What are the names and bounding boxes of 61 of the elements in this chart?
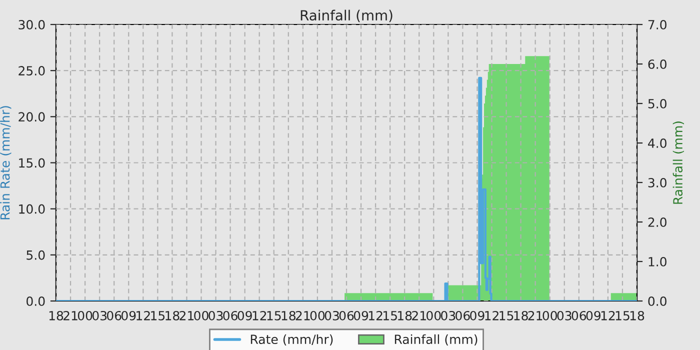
x-tick-label: 03 [92, 310, 107, 320]
x-tick-label: 06 [223, 310, 238, 320]
x-tick-label: 21 [528, 310, 542, 320]
x-tick-label: 12 [136, 310, 150, 320]
y2-tick-label: 0.0 [648, 296, 666, 306]
x-tick-label: 12 [485, 310, 498, 320]
x-tick-label: 03 [324, 310, 339, 320]
x-tick-label: 21 [412, 310, 426, 320]
x-tick-label: 06 [456, 310, 470, 320]
x-tick-label: 00 [78, 310, 92, 320]
x-tick-label: 03 [441, 310, 456, 320]
x-tick-label: 18 [398, 310, 412, 320]
y-tick-label: 30.0 [18, 20, 45, 30]
x-tick-label: 21 [296, 310, 310, 320]
x-tick-label: 15 [616, 311, 630, 320]
y-tick-label: 5.0 [26, 250, 45, 260]
x-tick-label: 09 [121, 310, 136, 320]
x-tick-label: 09 [354, 310, 368, 320]
y2-axis-title: Rainfall (mm) [672, 122, 684, 204]
y2-tick-label: 3.0 [648, 178, 666, 188]
x-tick-label: 06 [339, 310, 354, 320]
y-tick-label: 15.0 [19, 158, 45, 168]
x-tick-label: 00 [542, 310, 557, 320]
x-tick-label: 00 [310, 310, 325, 320]
y2-tick-label: 1.0 [648, 256, 666, 266]
x-tick-label: 15 [267, 311, 281, 320]
legend-label: Rainfall (mm) [394, 334, 478, 346]
x-tick-label: 09 [586, 310, 600, 320]
y2-tick-label: 6.0 [648, 59, 666, 69]
x-tick-label: 03 [208, 310, 223, 320]
x-tick-label: 12 [368, 310, 382, 320]
x-tick-label: 03 [557, 310, 572, 320]
x-tick-label: 06 [106, 310, 122, 320]
x-tick-label: 12 [252, 310, 266, 320]
x-tick-label: 18 [166, 310, 180, 320]
x-tick-label: 21 [63, 310, 78, 320]
x-tick-label: 18 [630, 310, 644, 320]
y-tick-label: 20.0 [18, 112, 45, 122]
y2-tick-label: 2.0 [648, 217, 666, 227]
y2-tick-label: 7.0 [648, 20, 666, 30]
y-tick-label: 25.0 [18, 66, 45, 76]
x-tick-label: 15 [151, 311, 165, 320]
legend-label: Rate (mm/hr) [250, 334, 333, 346]
x-tick-label: 18 [282, 310, 296, 320]
y-axis-title: Rain Rate (mm/hr) [0, 106, 12, 220]
x-tick-label: 00 [194, 310, 208, 320]
x-tick-label: 09 [470, 310, 484, 320]
y-tick-label: 10.0 [19, 204, 45, 214]
chart-title: Rainfall (mm) [300, 10, 392, 22]
x-tick-label: 15 [500, 311, 514, 320]
x-tick-label: 18 [514, 310, 528, 320]
x-tick-label: 06 [572, 310, 586, 320]
x-tick-label: 00 [426, 310, 441, 320]
x-tick-label: 21 [180, 310, 194, 320]
y-tick-label: 0.0 [26, 296, 45, 306]
x-tick-label: 15 [383, 311, 397, 320]
x-tick-label: 18 [49, 310, 64, 320]
x-tick-label: 12 [601, 310, 615, 320]
y2-tick-label: 4.0 [648, 138, 666, 148]
x-tick-label: 09 [238, 310, 252, 320]
y2-tick-label: 5.0 [648, 98, 666, 108]
